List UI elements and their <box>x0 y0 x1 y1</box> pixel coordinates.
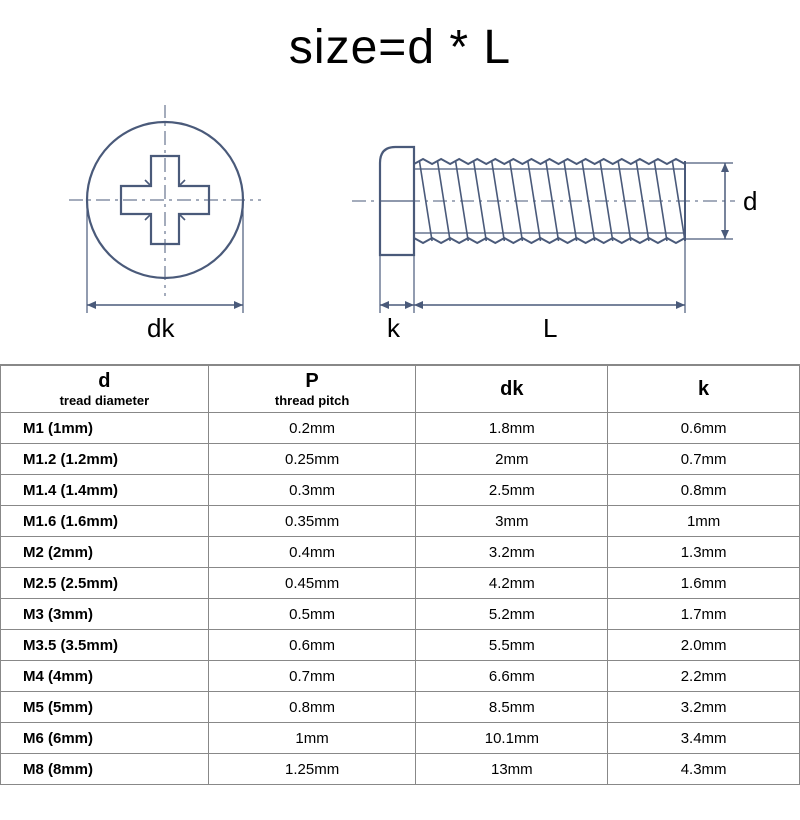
cell: 3.2mm <box>608 692 800 723</box>
cell: 0.35mm <box>208 506 416 537</box>
cell: 4.3mm <box>608 754 800 785</box>
cell: 2.2mm <box>608 661 800 692</box>
cell: 10.1mm <box>416 723 608 754</box>
cell: 8.5mm <box>416 692 608 723</box>
table-row: M1.6 (1.6mm)0.35mm3mm1mm <box>1 506 800 537</box>
cell: 0.8mm <box>608 475 800 506</box>
cell: 1mm <box>608 506 800 537</box>
table-row: M5 (5mm)0.8mm8.5mm3.2mm <box>1 692 800 723</box>
table-row: M1.4 (1.4mm)0.3mm2.5mm0.8mm <box>1 475 800 506</box>
table-row: M6 (6mm)1mm10.1mm3.4mm <box>1 723 800 754</box>
cell: M8 (8mm) <box>1 754 209 785</box>
cell: M6 (6mm) <box>1 723 209 754</box>
cell: 5.5mm <box>416 630 608 661</box>
L-label: L <box>543 313 557 343</box>
table-row: M4 (4mm)0.7mm6.6mm2.2mm <box>1 661 800 692</box>
cell: 0.7mm <box>208 661 416 692</box>
cell: 2.0mm <box>608 630 800 661</box>
table-row: M3.5 (3.5mm)0.6mm5.5mm2.0mm <box>1 630 800 661</box>
dk-label: dk <box>147 313 175 343</box>
cell: 3.2mm <box>416 537 608 568</box>
cell: 1.7mm <box>608 599 800 630</box>
cell: 13mm <box>416 754 608 785</box>
table-header-row: dtread diameterPthread pitchdkk <box>1 366 800 413</box>
d-label: d <box>743 186 757 216</box>
page-title: size=d * L <box>0 20 800 75</box>
cell: M3 (3mm) <box>1 599 209 630</box>
table-row: M2 (2mm)0.4mm3.2mm1.3mm <box>1 537 800 568</box>
diagram-area: dk k Ld <box>0 85 800 365</box>
cell: M1.6 (1.6mm) <box>1 506 209 537</box>
col-header-3: k <box>608 366 800 413</box>
cell: M1.2 (1.2mm) <box>1 444 209 475</box>
cell: 4.2mm <box>416 568 608 599</box>
cell: 0.6mm <box>208 630 416 661</box>
cell: 0.25mm <box>208 444 416 475</box>
cell: 5.2mm <box>416 599 608 630</box>
cell: M2 (2mm) <box>1 537 209 568</box>
cell: 0.3mm <box>208 475 416 506</box>
table-row: M1.2 (1.2mm)0.25mm2mm0.7mm <box>1 444 800 475</box>
cell: 0.6mm <box>608 413 800 444</box>
cell: 0.8mm <box>208 692 416 723</box>
k-label: k <box>387 313 401 343</box>
cell: M1.4 (1.4mm) <box>1 475 209 506</box>
col-header-1: Pthread pitch <box>208 366 416 413</box>
cell: 2.5mm <box>416 475 608 506</box>
cell: M4 (4mm) <box>1 661 209 692</box>
cell: 0.5mm <box>208 599 416 630</box>
cell: 1.3mm <box>608 537 800 568</box>
cell: 0.7mm <box>608 444 800 475</box>
col-header-0: dtread diameter <box>1 366 209 413</box>
cell: 6.6mm <box>416 661 608 692</box>
cell: 0.4mm <box>208 537 416 568</box>
cell: M1 (1mm) <box>1 413 209 444</box>
cell: M5 (5mm) <box>1 692 209 723</box>
table-row: M2.5 (2.5mm)0.45mm4.2mm1.6mm <box>1 568 800 599</box>
cell: 3.4mm <box>608 723 800 754</box>
cell: 1.6mm <box>608 568 800 599</box>
table-body: M1 (1mm)0.2mm1.8mm0.6mmM1.2 (1.2mm)0.25m… <box>1 413 800 785</box>
col-header-2: dk <box>416 366 608 413</box>
table-row: M1 (1mm)0.2mm1.8mm0.6mm <box>1 413 800 444</box>
cell: 1.25mm <box>208 754 416 785</box>
screw-side-view: k Ld <box>325 105 765 345</box>
cell: M3.5 (3.5mm) <box>1 630 209 661</box>
cell: M2.5 (2.5mm) <box>1 568 209 599</box>
cell: 1mm <box>208 723 416 754</box>
cell: 3mm <box>416 506 608 537</box>
table-row: M3 (3mm)0.5mm5.2mm1.7mm <box>1 599 800 630</box>
table-row: M8 (8mm)1.25mm13mm4.3mm <box>1 754 800 785</box>
cell: 2mm <box>416 444 608 475</box>
cell: 0.2mm <box>208 413 416 444</box>
spec-table: dtread diameterPthread pitchdkk M1 (1mm)… <box>0 365 800 785</box>
cell: 0.45mm <box>208 568 416 599</box>
cell: 1.8mm <box>416 413 608 444</box>
screw-top-view: dk <box>35 105 295 345</box>
